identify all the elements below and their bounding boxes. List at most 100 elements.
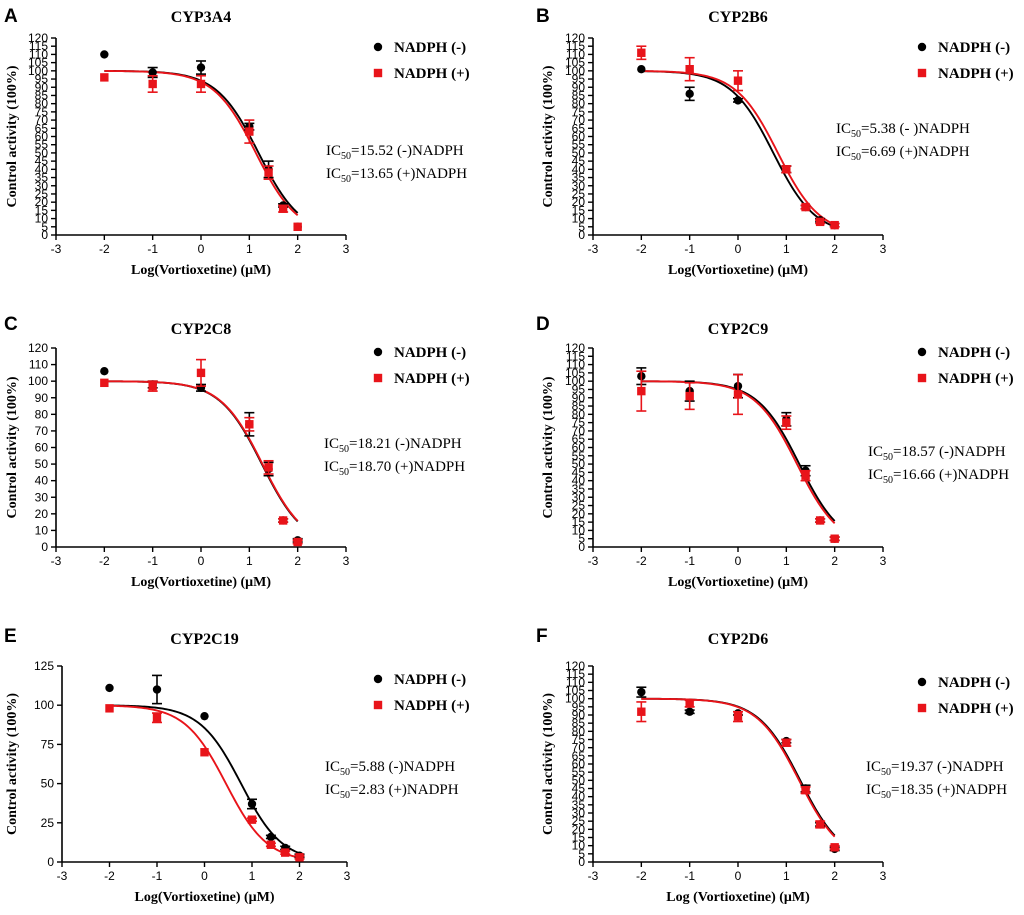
y-tick-label: 20 xyxy=(572,195,586,209)
y-tick-label: 85 xyxy=(35,88,49,102)
y-tick-label: 5 xyxy=(578,847,585,861)
legend-marker-circle xyxy=(917,42,927,52)
y-tick-label: 75 xyxy=(572,105,586,119)
y-tick-label: 65 xyxy=(572,432,586,446)
y-tick-label: 90 xyxy=(35,391,49,405)
x-axis-label: Log(Vortioxetine) (μM) xyxy=(668,263,808,278)
y-tick-label: 90 xyxy=(35,80,49,94)
y-tick-label: 60 xyxy=(35,130,49,144)
data-point-nadph-plus xyxy=(685,64,694,74)
y-axis-label: Control activity (100%) xyxy=(5,65,20,207)
y-tick-label: 30 xyxy=(35,490,49,504)
data-point-nadph-plus xyxy=(105,704,114,713)
legend-marker-square xyxy=(917,373,927,383)
legend-marker-square xyxy=(373,68,383,78)
data-point-nadph-plus xyxy=(100,378,109,388)
y-tick-label: 70 xyxy=(572,741,586,755)
y-tick-label: 80 xyxy=(572,97,586,111)
data-point-nadph-minus xyxy=(637,64,646,74)
data-point-nadph-minus xyxy=(685,707,694,716)
y-tick-label: 10 xyxy=(572,523,586,537)
data-point-nadph-plus xyxy=(637,707,646,716)
x-tick-label: 2 xyxy=(294,242,301,256)
y-tick-label: 45 xyxy=(572,154,586,168)
ic50-annotation: IC50=13.65 (+)NADPH xyxy=(326,166,467,185)
ic50-annotation: IC50=2.83 (+)NADPH xyxy=(325,782,459,801)
y-tick-label: 120 xyxy=(565,659,585,673)
data-point-nadph-plus xyxy=(733,76,743,85)
x-tick-label: 2 xyxy=(294,554,301,568)
y-tick-label: 100 xyxy=(28,374,48,388)
data-point-nadph-minus xyxy=(733,96,743,105)
y-tick-label: 0 xyxy=(578,855,585,869)
x-tick-label: -2 xyxy=(636,242,647,256)
y-axis-label: Control activity (100%) xyxy=(541,693,556,835)
y-tick-label: 85 xyxy=(572,399,586,413)
ic50-annotation: IC50=5.38 (- )NADPH xyxy=(836,121,970,140)
legend-label: NADPH (-) xyxy=(394,345,466,361)
x-tick-label: -1 xyxy=(684,869,695,883)
data-point-nadph-plus xyxy=(830,220,839,230)
y-tick-label: 0 xyxy=(41,228,48,242)
y-tick-label: 25 xyxy=(572,499,586,513)
x-tick-label: 3 xyxy=(344,869,351,883)
y-tick-label: 10 xyxy=(572,839,586,853)
x-tick-label: 3 xyxy=(880,869,887,883)
x-tick-label: -3 xyxy=(57,869,68,883)
chart-panel-a: A CYP3A4-3 -2 -1 0 1 2 305101520253035404550556… xyxy=(4,6,470,278)
x-tick-label: 0 xyxy=(735,869,742,883)
y-tick-label: 70 xyxy=(572,113,586,127)
x-tick-label: 0 xyxy=(735,242,742,256)
y-tick-label: 45 xyxy=(572,465,586,479)
x-tick-label: 3 xyxy=(343,554,350,568)
y-tick-label: 20 xyxy=(572,822,586,836)
y-tick-label: 50 xyxy=(35,146,49,160)
ic50-annotation: IC50=6.69 (+)NADPH xyxy=(836,144,970,163)
fit-curve-nadph-plus xyxy=(104,380,299,522)
legend-marker-circle xyxy=(373,347,383,357)
data-point-nadph-minus xyxy=(100,367,109,376)
x-tick-label: 3 xyxy=(880,554,887,568)
y-tick-label: 65 xyxy=(35,121,49,135)
data-point-nadph-plus xyxy=(245,127,254,136)
x-tick-label: 1 xyxy=(783,242,790,256)
y-tick-label: 0 xyxy=(47,855,54,869)
data-point-nadph-plus xyxy=(815,820,825,829)
chart-title: CYP2C8 xyxy=(171,321,231,338)
y-tick-label: 90 xyxy=(572,80,586,94)
y-tick-label: 0 xyxy=(41,540,48,554)
data-point-nadph-minus xyxy=(637,687,646,697)
y-tick-label: 25 xyxy=(572,814,586,828)
y-axis-label: Control activity (100%) xyxy=(541,376,556,518)
y-tick-label: 35 xyxy=(572,798,586,812)
panel-letter: F xyxy=(536,626,548,647)
data-point-nadph-plus xyxy=(801,202,810,212)
y-tick-label: 35 xyxy=(35,171,49,185)
legend-label: NADPH (+) xyxy=(394,66,470,82)
y-tick-label: 105 xyxy=(565,56,585,70)
chart-panel-c: C CYP2C8-3 -2 -1 0 1 2 301020304050607080901001… xyxy=(4,314,470,590)
x-tick-label: 0 xyxy=(735,554,742,568)
data-point-nadph-plus xyxy=(685,391,694,401)
data-point-nadph-minus xyxy=(266,832,276,842)
legend-marker-circle xyxy=(373,674,383,684)
y-tick-label: 120 xyxy=(28,31,48,45)
y-tick-label: 50 xyxy=(41,777,55,791)
y-tick-label: 85 xyxy=(572,716,586,730)
y-tick-label: 110 xyxy=(29,358,48,372)
y-tick-label: 40 xyxy=(35,162,49,176)
data-point-nadph-plus xyxy=(733,712,743,721)
x-axis-label: Log (Vortioxetine) (μM) xyxy=(666,890,810,905)
y-tick-label: 85 xyxy=(572,88,586,102)
y-tick-label: 105 xyxy=(565,684,585,698)
data-point-nadph-plus xyxy=(782,418,791,427)
y-tick-label: 40 xyxy=(572,162,586,176)
x-tick-label: -1 xyxy=(152,869,163,883)
y-tick-label: 120 xyxy=(28,341,48,355)
y-tick-label: 100 xyxy=(565,374,585,388)
y-tick-label: 100 xyxy=(28,64,48,78)
y-tick-label: 40 xyxy=(35,474,49,488)
y-tick-label: 120 xyxy=(565,31,585,45)
y-tick-label: 30 xyxy=(572,179,586,193)
